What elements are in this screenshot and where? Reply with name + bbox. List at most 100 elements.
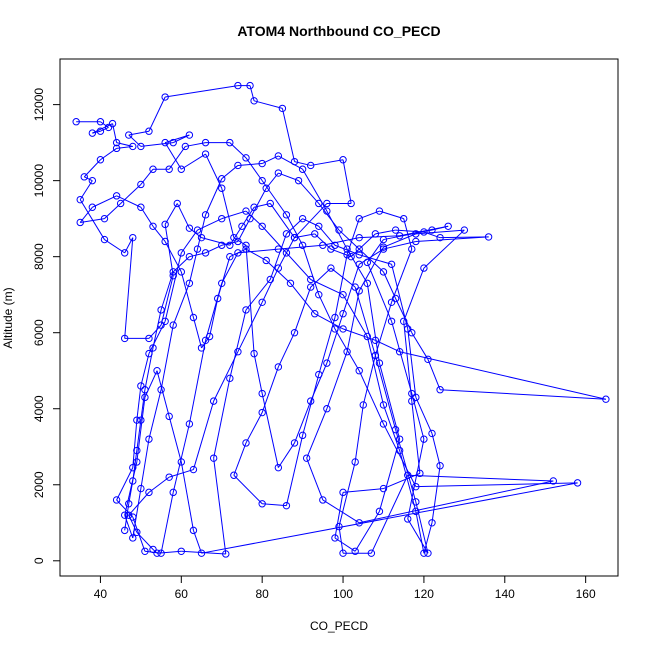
series-segment: [205, 153, 223, 189]
data-point: [258, 500, 266, 508]
series-segment: [411, 332, 429, 360]
data-point: [157, 386, 165, 394]
data-point: [387, 317, 396, 326]
series-segment: [180, 229, 198, 254]
series-segment: [285, 214, 304, 246]
series-segment: [285, 435, 304, 506]
data-point: [80, 173, 88, 181]
data-point: [355, 214, 363, 223]
data-point: [165, 473, 173, 481]
data-point: [76, 195, 84, 204]
series-segment: [253, 353, 263, 394]
series-segment: [403, 267, 425, 322]
data-point: [306, 283, 315, 291]
data-point: [258, 159, 266, 168]
data-point: [165, 412, 173, 421]
data-point: [141, 393, 149, 402]
data-point: [96, 127, 105, 135]
series-segment: [237, 218, 251, 242]
x-axis-label: CO_PECD: [310, 619, 368, 633]
data-point: [408, 245, 416, 253]
data-point: [363, 279, 372, 287]
series-segment: [144, 370, 158, 398]
data-point: [112, 138, 121, 147]
series-segment: [245, 157, 263, 181]
series-segment: [415, 397, 433, 434]
data-point: [173, 199, 181, 208]
series-segment: [188, 340, 207, 425]
data-point: [185, 131, 194, 139]
data-point: [436, 462, 444, 470]
data-point: [355, 260, 363, 268]
y-tick-label: 2000: [32, 471, 46, 498]
series-segment: [245, 248, 267, 261]
data-point: [391, 226, 400, 234]
series-segment: [249, 85, 255, 101]
series-segment: [395, 429, 417, 503]
series-segment: [338, 461, 356, 527]
chart-title: ATOM4 Northbound CO_PECD: [237, 23, 440, 39]
data-point: [399, 317, 408, 326]
data-point: [230, 233, 238, 242]
data-point: [298, 431, 307, 440]
series-segment: [269, 233, 287, 280]
data-point: [129, 233, 137, 242]
series-segment: [261, 366, 279, 413]
data-point: [379, 235, 388, 244]
series-segment: [281, 108, 296, 162]
series-segment: [310, 159, 344, 166]
series-segment: [80, 218, 105, 223]
data-point: [112, 496, 121, 504]
series-segment: [391, 248, 413, 303]
data-point: [424, 355, 432, 364]
series-segment: [302, 168, 328, 212]
series-segment: [383, 271, 397, 299]
data-point: [395, 232, 404, 240]
data-point: [339, 156, 347, 164]
data-point: [238, 222, 246, 230]
series-segment: [229, 248, 247, 258]
data-point: [145, 488, 153, 497]
series-segment: [277, 332, 295, 368]
x-tick-label: 80: [255, 587, 269, 601]
data-point: [157, 306, 165, 314]
series-segment: [342, 159, 352, 204]
data-point: [213, 294, 222, 303]
data-point: [412, 230, 420, 238]
series-segment: [407, 439, 425, 520]
data-point: [129, 463, 137, 472]
series-segment: [172, 283, 190, 326]
series-segment: [132, 450, 138, 482]
series-segment: [148, 96, 166, 132]
series-segment: [366, 336, 384, 406]
data-point: [189, 465, 198, 474]
series-segment: [370, 475, 409, 554]
series-segment: [346, 290, 360, 352]
series-segment: [322, 499, 360, 524]
series-segment: [209, 298, 219, 337]
data-point: [343, 245, 351, 253]
data-point: [282, 249, 291, 257]
data-point: [149, 165, 157, 173]
data-point: [201, 249, 210, 257]
x-tick-label: 140: [495, 587, 515, 601]
data-point: [177, 249, 186, 257]
data-point: [88, 203, 97, 211]
data-point: [141, 547, 149, 555]
series-segment: [277, 442, 295, 468]
data-point: [331, 534, 339, 542]
series-segment: [104, 239, 125, 254]
data-point: [290, 233, 299, 242]
data-point: [335, 522, 343, 531]
y-tick-label: 0: [32, 557, 46, 564]
data-point: [76, 218, 84, 227]
series-segment: [253, 100, 283, 109]
series-segment: [181, 153, 206, 170]
series-segment: [192, 400, 215, 470]
data-point: [129, 477, 137, 485]
series-segment: [379, 210, 404, 220]
series-segment: [302, 245, 320, 295]
data-point: [315, 199, 323, 208]
series-segment: [213, 458, 227, 555]
series-segment: [140, 389, 146, 421]
